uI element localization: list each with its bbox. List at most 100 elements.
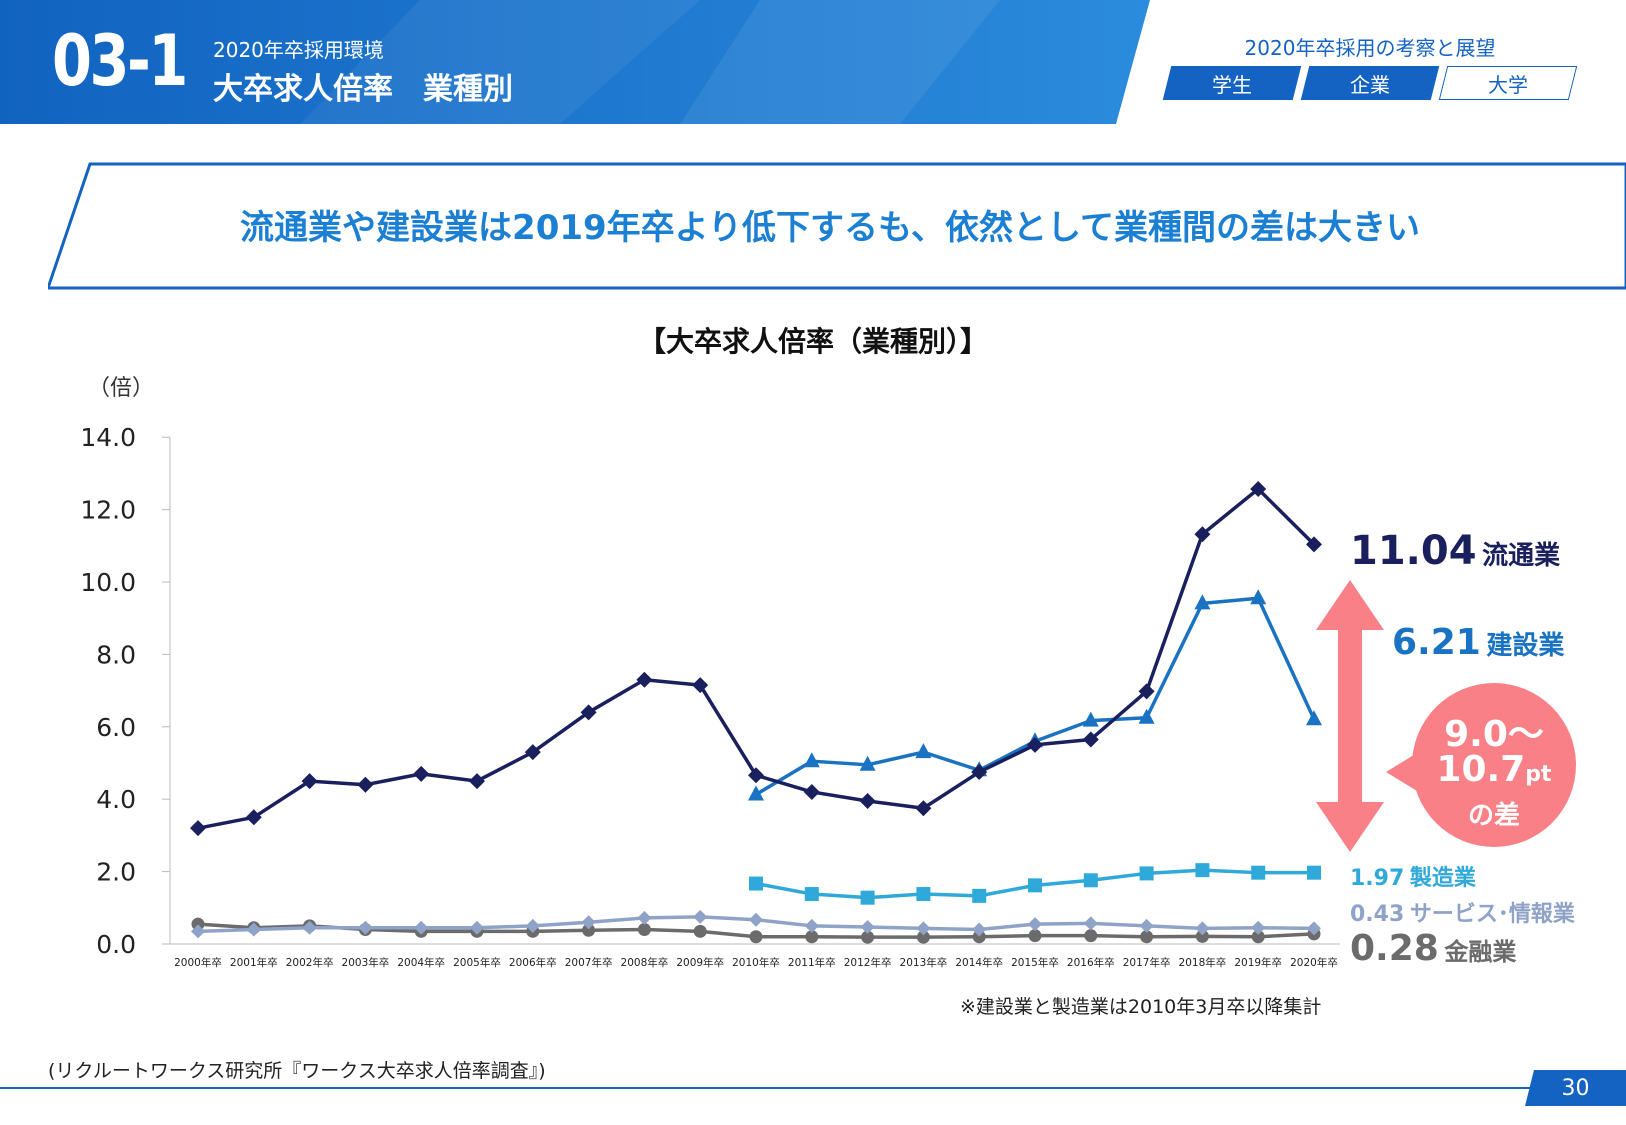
tab-company[interactable]: 企業 xyxy=(1300,66,1440,100)
data-point xyxy=(1084,929,1098,943)
section-number: 03-1 xyxy=(52,20,188,102)
data-point xyxy=(580,704,597,721)
x-tick-label: 2011年卒 xyxy=(788,956,836,969)
y-tick-label: 6.0 xyxy=(96,713,136,742)
data-point xyxy=(1140,930,1154,944)
data-point xyxy=(803,783,820,800)
tab-student[interactable]: 学生 xyxy=(1162,66,1302,100)
headline-banner xyxy=(48,162,1626,290)
data-point xyxy=(749,876,763,891)
x-tick-label: 2018年卒 xyxy=(1179,956,1227,969)
data-point xyxy=(1194,594,1211,610)
y-tick-label: 8.0 xyxy=(96,640,136,669)
x-tick-label: 2009年卒 xyxy=(676,956,724,969)
data-point xyxy=(524,744,541,761)
data-point xyxy=(413,765,430,782)
data-point xyxy=(1028,878,1042,893)
data-point xyxy=(692,677,709,694)
data-point xyxy=(860,890,875,905)
data-point xyxy=(859,793,876,810)
page-number: 30 xyxy=(1525,1070,1626,1106)
gap-range-end: 10.7pt xyxy=(1436,749,1552,790)
x-tick-label: 2016年卒 xyxy=(1067,956,1115,969)
y-tick-label: 10.0 xyxy=(80,568,136,597)
annotation-seizo: 1.97 製造業 xyxy=(1350,866,1476,891)
data-point xyxy=(470,920,484,935)
data-point xyxy=(191,924,205,939)
footer-line xyxy=(0,1087,1626,1089)
headline-text: 流通業や建設業は2019年卒より低下するも、依然として業種間の差は大きい xyxy=(240,208,1420,248)
annotation-kinyu: 0.28 金融業 xyxy=(1350,928,1517,969)
x-tick-label: 2013年卒 xyxy=(900,956,948,969)
data-point xyxy=(1306,710,1322,726)
data-point xyxy=(1195,921,1210,936)
series-line xyxy=(755,596,1316,796)
chart-footnote: ※建設業と製造業は2010年3月卒以降集計 xyxy=(960,996,1322,1018)
data-point xyxy=(1139,866,1154,881)
data-point xyxy=(749,912,763,927)
x-tick-label: 2019年卒 xyxy=(1234,956,1282,969)
header-background xyxy=(0,0,1150,124)
x-tick-label: 2005年卒 xyxy=(453,956,501,969)
x-tick-label: 2003年卒 xyxy=(342,956,390,969)
data-point xyxy=(245,809,262,826)
data-point xyxy=(972,888,987,903)
x-tick-label: 2002年卒 xyxy=(286,956,334,969)
gap-bubble: 9.0～ 10.7pt の差 xyxy=(1412,683,1576,847)
y-tick-label: 14.0 xyxy=(80,423,136,452)
annotation-service: 0.43 サービス･情報業 xyxy=(1350,902,1575,927)
page-title: 大卒求人倍率 業種別 xyxy=(213,72,513,107)
data-point xyxy=(971,764,988,781)
y-tick-label: 12.0 xyxy=(80,496,136,525)
chart-title: 【大卒求人倍率（業種別）】 xyxy=(637,325,988,358)
data-point xyxy=(693,909,708,924)
data-point xyxy=(1251,930,1265,944)
data-point xyxy=(1251,865,1266,880)
data-point xyxy=(972,922,987,937)
data-point xyxy=(1027,736,1043,753)
data-point xyxy=(804,918,819,933)
data-point xyxy=(749,930,763,944)
data-point xyxy=(302,920,317,935)
data-point xyxy=(581,915,596,930)
data-point xyxy=(190,820,206,837)
data-point xyxy=(972,930,986,944)
x-tick-label: 2017年卒 xyxy=(1123,956,1171,969)
data-point xyxy=(1139,918,1154,933)
data-point xyxy=(357,776,374,793)
x-tick-label: 2010年卒 xyxy=(732,956,780,969)
data-point xyxy=(301,773,318,790)
data-point xyxy=(1138,708,1155,724)
data-point xyxy=(1307,865,1321,880)
x-tick-label: 2008年卒 xyxy=(621,956,669,969)
data-point xyxy=(414,920,429,935)
section-subtitle: 2020年卒採用環境 xyxy=(213,38,384,62)
data-point xyxy=(246,922,261,937)
data-point xyxy=(1195,929,1209,943)
gap-arrow xyxy=(1316,580,1384,852)
data-point xyxy=(1138,683,1155,700)
tab-university[interactable]: 大学 xyxy=(1438,66,1578,100)
data-point xyxy=(1028,917,1042,932)
data-point xyxy=(804,887,819,902)
data-point xyxy=(1083,916,1098,931)
data-point xyxy=(1250,589,1267,605)
data-point xyxy=(1307,921,1321,936)
data-point xyxy=(916,921,931,936)
data-point xyxy=(637,923,651,937)
page-header: 03-1 2020年卒採用環境 大卒求人倍率 業種別 2020年卒採用の考察と展… xyxy=(0,0,1626,128)
data-point xyxy=(358,920,373,935)
data-point xyxy=(1195,863,1210,878)
data-point xyxy=(637,910,652,925)
data-point xyxy=(693,924,707,938)
x-tick-label: 2006年卒 xyxy=(509,956,557,969)
annotation-ryutsu: 11.04 流通業 xyxy=(1350,528,1561,574)
data-point xyxy=(915,743,932,759)
x-tick-label: 2004年卒 xyxy=(397,956,445,969)
x-tick-label: 2020年卒 xyxy=(1290,956,1338,969)
source-citation: (リクルートワークス研究所『ワークス大卒求人倍率調査』) xyxy=(48,1060,546,1082)
data-point xyxy=(636,671,653,688)
data-point xyxy=(525,918,540,933)
data-point xyxy=(748,767,764,784)
y-tick-label: 4.0 xyxy=(96,785,136,814)
